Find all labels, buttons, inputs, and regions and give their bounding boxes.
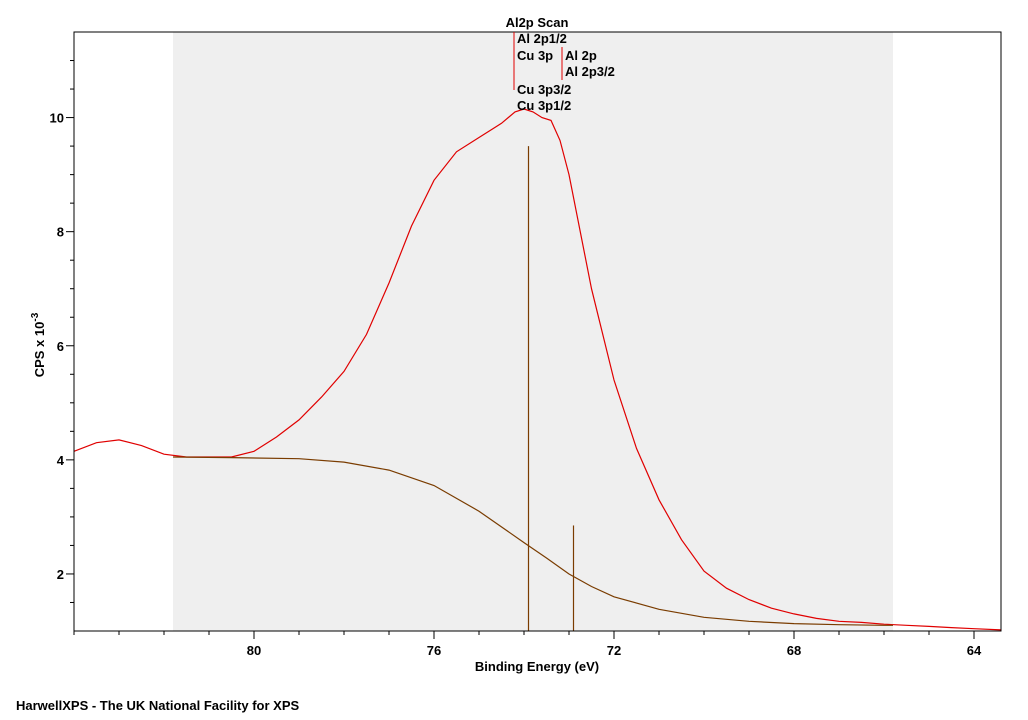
y-axis-title: CPS x 10-3 (30, 312, 47, 377)
y-tick-label-8: 8 (57, 225, 64, 240)
peak-label-al2p12: Al 2p1/2 (517, 31, 567, 46)
series-line-background (172, 456, 893, 626)
y-axis-title-exponent: -3 (30, 312, 41, 321)
peak-label-cu3p32: Cu 3p3/2 (517, 82, 571, 97)
x-tick-label-68: 68 (787, 643, 801, 658)
y-tick-label-4: 4 (57, 453, 65, 468)
x-axis-title: Binding Energy (eV) (475, 659, 599, 674)
peak-label-cu3p12: Cu 3p1/2 (517, 98, 571, 113)
peak-label-cu3p: Cu 3p (517, 48, 553, 63)
y-axis-title-main: CPS x 10 (32, 322, 47, 378)
x-tick-label-72: 72 (607, 643, 621, 658)
y-axis-ticks: 2 4 6 8 10 (50, 60, 74, 603)
x-tick-label-76: 76 (427, 643, 441, 658)
y-tick-label-10: 10 (50, 111, 64, 126)
region-shading (173, 32, 893, 631)
footer-credit: HarwellXPS - The UK National Facility fo… (16, 698, 300, 713)
chart-title: Al2p Scan (506, 15, 569, 30)
plot-frame (73, 31, 1002, 632)
x-axis-ticks: 80 76 72 68 64 (73, 631, 982, 658)
y-tick-label-2: 2 (57, 567, 64, 582)
x-tick-label-80: 80 (247, 643, 261, 658)
x-tick-label-64: 64 (967, 643, 982, 658)
peak-label-al2p: Al 2p (565, 48, 597, 63)
chart-marks (73, 108, 1002, 631)
series-line-spectrum (73, 108, 1002, 631)
peak-label-al2p32: Al 2p3/2 (565, 64, 615, 79)
y-tick-label-6: 6 (57, 339, 64, 354)
